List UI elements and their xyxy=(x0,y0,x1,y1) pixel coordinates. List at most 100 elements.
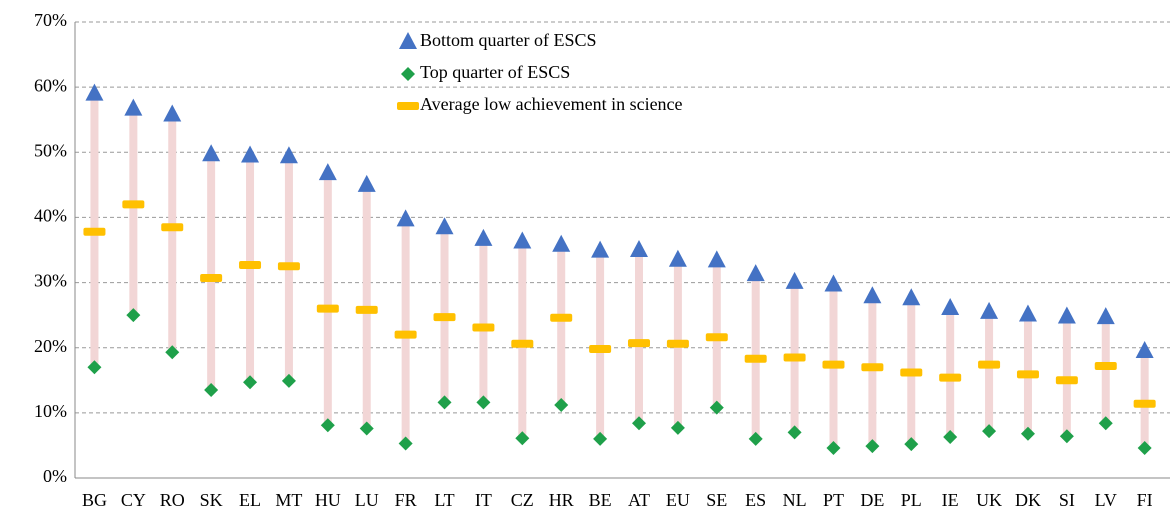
triangle-marker xyxy=(941,297,960,315)
triangle-marker xyxy=(1057,306,1076,324)
y-tick-label: 20% xyxy=(34,336,67,356)
x-tick-label: AT xyxy=(628,490,650,510)
x-tick-label: FI xyxy=(1137,490,1153,510)
y-tick-label: 40% xyxy=(34,206,67,226)
x-tick-label: PL xyxy=(901,490,922,510)
dash-marker xyxy=(550,313,573,322)
triangle-marker xyxy=(630,240,648,257)
dash-marker xyxy=(822,360,845,369)
triangle-marker xyxy=(980,301,999,319)
triangle-marker xyxy=(591,240,610,258)
triangle-marker xyxy=(902,288,921,306)
triangle-marker xyxy=(357,174,376,192)
dash-marker xyxy=(161,223,184,232)
diamond-marker xyxy=(515,431,530,446)
range-bar xyxy=(557,244,566,406)
diamond-marker xyxy=(1098,416,1113,431)
diamond-marker xyxy=(359,421,374,436)
diamond-marker xyxy=(243,375,258,390)
triangle-marker xyxy=(279,146,298,164)
diamond-marker xyxy=(398,436,413,451)
dash-marker xyxy=(83,227,106,236)
diamond-marker xyxy=(1020,426,1035,441)
triangle-marker xyxy=(124,98,143,116)
dash-marker xyxy=(511,339,534,348)
triangle-marker xyxy=(552,234,571,252)
x-tick-label: RO xyxy=(160,490,185,510)
diamond-marker xyxy=(126,308,141,323)
y-tick-label: 70% xyxy=(34,10,67,30)
y-tick-label: 10% xyxy=(34,401,67,421)
range-bar xyxy=(129,108,138,316)
dash-marker xyxy=(589,345,612,354)
x-tick-label: IT xyxy=(475,490,492,510)
x-tick-label: MT xyxy=(275,490,302,510)
dash-marker xyxy=(978,360,1001,369)
y-tick-label: 30% xyxy=(34,271,67,291)
x-tick-label: LT xyxy=(434,490,454,510)
dash-marker xyxy=(783,353,806,362)
diamond-marker xyxy=(281,373,296,388)
triangle-marker xyxy=(396,209,415,227)
diamond-marker xyxy=(865,439,880,454)
x-tick-label: BG xyxy=(82,490,107,510)
diamond-marker xyxy=(1137,441,1152,456)
x-tick-label: CY xyxy=(121,490,146,510)
y-tick-label: 60% xyxy=(34,75,67,95)
dash-marker xyxy=(900,368,923,377)
dash-marker xyxy=(1133,399,1156,408)
dash-marker xyxy=(394,330,417,339)
range-bar xyxy=(596,250,605,439)
diamond-marker xyxy=(87,360,102,375)
x-tick-label: LU xyxy=(355,490,379,510)
x-tick-label: EL xyxy=(239,490,261,510)
dash-marker xyxy=(861,363,884,372)
dash-marker xyxy=(472,323,495,332)
x-tick-label: SK xyxy=(200,490,223,510)
diamond-marker xyxy=(826,441,841,456)
x-tick-label: NL xyxy=(783,490,807,510)
triangle-marker xyxy=(746,264,765,282)
diamond-marker xyxy=(204,383,219,398)
triangle-marker xyxy=(318,163,337,181)
range-bar xyxy=(946,307,955,437)
x-tick-label: LV xyxy=(1095,490,1117,510)
triangle-marker xyxy=(668,249,687,267)
diamond-marker xyxy=(670,420,685,435)
diamond-marker xyxy=(787,425,802,440)
diamond-marker xyxy=(593,431,608,446)
x-tick-label: DK xyxy=(1015,490,1041,510)
x-tick-label: DE xyxy=(860,490,884,510)
triangle-marker xyxy=(785,271,804,289)
dash-marker xyxy=(1094,361,1117,370)
diamond-marker xyxy=(632,416,646,431)
x-tick-label: BE xyxy=(589,490,612,510)
y-tick-label: 0% xyxy=(43,466,67,486)
legend-label: Average low achievement in science xyxy=(420,94,683,114)
range-bar xyxy=(1140,350,1149,449)
triangle-marker xyxy=(435,217,454,235)
x-tick-label: UK xyxy=(976,490,1002,510)
triangle-marker xyxy=(707,250,726,268)
dash-marker xyxy=(277,262,300,271)
triangle-marker xyxy=(1018,304,1037,322)
range-bar xyxy=(1101,317,1110,424)
x-tick-label: HU xyxy=(315,490,341,510)
triangle-marker xyxy=(85,83,104,101)
diamond-marker xyxy=(320,418,335,433)
triangle-marker xyxy=(399,32,417,49)
dash-marker xyxy=(200,274,223,283)
x-tick-label: EU xyxy=(666,490,690,510)
diamond-marker xyxy=(165,345,180,360)
dash-marker xyxy=(355,305,378,314)
range-bar xyxy=(635,250,643,424)
triangle-marker xyxy=(1096,307,1115,325)
dash-marker xyxy=(628,339,650,348)
dash-marker xyxy=(397,102,419,110)
triangle-marker xyxy=(513,231,532,249)
diamond-marker xyxy=(437,395,452,410)
triangle-marker xyxy=(863,286,882,304)
dash-marker xyxy=(939,373,962,382)
diamond-marker xyxy=(476,395,491,410)
